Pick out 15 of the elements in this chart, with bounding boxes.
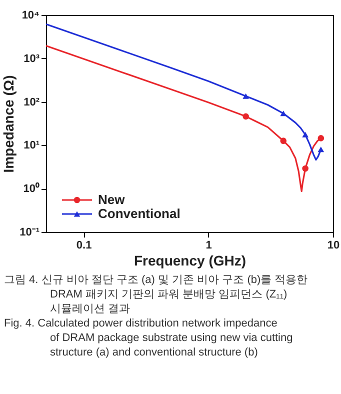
x-tick-label: 0.1 [76,240,92,252]
y-tick-label: 10¹ [24,140,40,152]
y-tick-label: 10² [24,96,40,108]
y-tick-label: 10³ [24,52,40,65]
y-axis-title: Impedance (Ω) [0,75,17,173]
y-tick-label: 10⁰ [23,182,40,196]
y-tick-label: 10⁴ [22,10,40,22]
caption: 그림 4. 신규 비아 절단 구조 (a) 및 기존 비아 구조 (b)를 적용한 DRAM 패키지 기판의 파워 분배망 임피던스 (Z₁₁) 시뮬레이션 결과 [4,274,308,315]
y-tick-label: 10⁻¹ [20,226,40,238]
x-tick-label: 10 [327,240,340,252]
x-axis-title: Frequency (GHz) [134,252,246,268]
caption: Fig. 4. Calculated power distribution network impedance of DRAM package substrate using new via cutting structure (a) and conventional structure (b) [4,318,293,358]
legend-label: New [98,192,126,207]
legend-label: Conventional [98,206,180,221]
x-tick-label: 1 [206,240,212,252]
